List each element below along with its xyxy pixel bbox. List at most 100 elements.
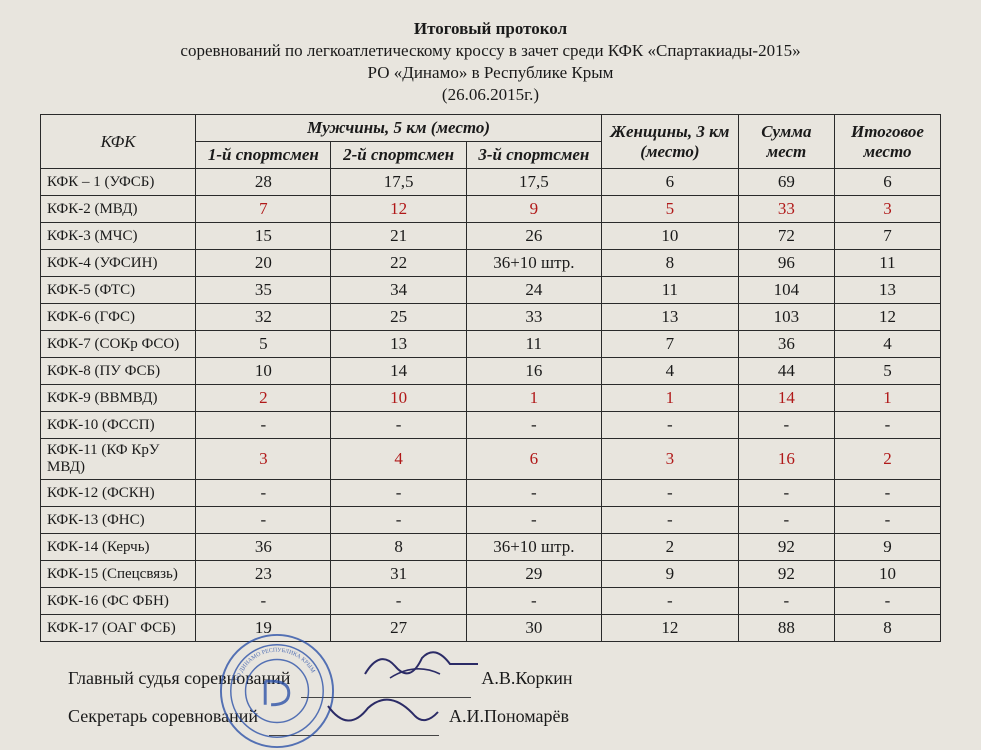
document-header: Итоговый протокол соревнований по легкоа…: [40, 18, 941, 106]
cell-org: КФК-7 (СОКр ФСО): [41, 331, 196, 358]
cell-org: КФК – 1 (УФСБ): [41, 169, 196, 196]
cell-org: КФК-6 (ГФС): [41, 304, 196, 331]
cell-m2: 13: [331, 331, 466, 358]
table-row: КФК-8 (ПУ ФСБ)1014164445: [41, 358, 941, 385]
table-row: КФК-13 (ФНС)------: [41, 507, 941, 534]
cell-org: КФК-5 (ФТС): [41, 277, 196, 304]
table-row: КФК-9 (ВВМВД)21011141: [41, 385, 941, 412]
cell-org: КФК-14 (Керчь): [41, 534, 196, 561]
cell-m1: -: [196, 588, 331, 615]
cell-m1: -: [196, 412, 331, 439]
judge-line: Главный судья соревнований А.В.Коркин: [68, 660, 941, 698]
cell-m1: 20: [196, 250, 331, 277]
cell-org: КФК-11 (КФ КрУ МВД): [41, 439, 196, 480]
cell-m1: 32: [196, 304, 331, 331]
cell-m1: -: [196, 507, 331, 534]
cell-tot: -: [834, 480, 940, 507]
secretary-sig-line: [269, 735, 439, 736]
cell-m3: 33: [466, 304, 601, 331]
judge-label: Главный судья соревнований: [68, 668, 290, 688]
col-org: КФК: [41, 115, 196, 169]
col-total: Итоговое место: [834, 115, 940, 169]
table-row: КФК-7 (СОКр ФСО)513117364: [41, 331, 941, 358]
cell-sum: 69: [738, 169, 834, 196]
cell-org: КФК-10 (ФССП): [41, 412, 196, 439]
cell-m2: 17,5: [331, 169, 466, 196]
cell-m2: 8: [331, 534, 466, 561]
cell-m1: -: [196, 480, 331, 507]
cell-tot: 5: [834, 358, 940, 385]
cell-sum: 96: [738, 250, 834, 277]
cell-sum: 103: [738, 304, 834, 331]
secretary-label: Секретарь соревнований: [68, 706, 258, 726]
cell-w: -: [601, 480, 738, 507]
col-m2: 2-й спортсмен: [331, 142, 466, 169]
cell-m1: 2: [196, 385, 331, 412]
cell-tot: 12: [834, 304, 940, 331]
cell-w: 13: [601, 304, 738, 331]
cell-sum: 44: [738, 358, 834, 385]
col-women: Женщины, 3 км (место): [601, 115, 738, 169]
cell-m3: 30: [466, 615, 601, 642]
cell-m3: 29: [466, 561, 601, 588]
cell-m1: 23: [196, 561, 331, 588]
cell-m3: 16: [466, 358, 601, 385]
cell-tot: 4: [834, 331, 940, 358]
table-row: КФК-16 (ФС ФБН)------: [41, 588, 941, 615]
col-men-group: Мужчины, 5 км (место): [196, 115, 602, 142]
cell-m3: 36+10 штр.: [466, 250, 601, 277]
cell-sum: 92: [738, 534, 834, 561]
cell-m2: 4: [331, 439, 466, 480]
cell-tot: 13: [834, 277, 940, 304]
cell-sum: 104: [738, 277, 834, 304]
document-sheet: Итоговый протокол соревнований по легкоа…: [0, 0, 981, 736]
cell-m3: -: [466, 507, 601, 534]
table-row: КФК-15 (Спецсвязь)23312999210: [41, 561, 941, 588]
cell-w: 8: [601, 250, 738, 277]
cell-tot: -: [834, 588, 940, 615]
cell-m3: 36+10 штр.: [466, 534, 601, 561]
cell-tot: 7: [834, 223, 940, 250]
cell-m1: 7: [196, 196, 331, 223]
cell-w: 12: [601, 615, 738, 642]
cell-sum: -: [738, 412, 834, 439]
cell-org: КФК-17 (ОАГ ФСБ): [41, 615, 196, 642]
cell-tot: 9: [834, 534, 940, 561]
table-row: КФК-3 (МЧС)15212610727: [41, 223, 941, 250]
cell-org: КФК-13 (ФНС): [41, 507, 196, 534]
table-row: КФК-2 (МВД)71295333: [41, 196, 941, 223]
cell-tot: 3: [834, 196, 940, 223]
cell-m2: -: [331, 412, 466, 439]
cell-m3: 26: [466, 223, 601, 250]
cell-sum: 14: [738, 385, 834, 412]
cell-sum: -: [738, 588, 834, 615]
cell-m2: -: [331, 507, 466, 534]
cell-w: 9: [601, 561, 738, 588]
cell-m1: 19: [196, 615, 331, 642]
cell-tot: 8: [834, 615, 940, 642]
judge-name: А.В.Коркин: [481, 668, 572, 688]
cell-m2: 22: [331, 250, 466, 277]
col-m3: 3-й спортсмен: [466, 142, 601, 169]
cell-org: КФК-15 (Спецсвязь): [41, 561, 196, 588]
table-row: КФК-12 (ФСКН)------: [41, 480, 941, 507]
cell-w: 1: [601, 385, 738, 412]
doc-subtitle-2: РО «Динамо» в Республике Крым: [40, 62, 941, 84]
cell-sum: 72: [738, 223, 834, 250]
table-row: КФК-14 (Керчь)36836+10 штр.2929: [41, 534, 941, 561]
cell-m3: -: [466, 588, 601, 615]
cell-m2: 25: [331, 304, 466, 331]
cell-m1: 10: [196, 358, 331, 385]
col-sum: Сумма мест: [738, 115, 834, 169]
table-row: КФК-4 (УФСИН)202236+10 штр.89611: [41, 250, 941, 277]
cell-m3: 6: [466, 439, 601, 480]
cell-m1: 28: [196, 169, 331, 196]
cell-org: КФК-4 (УФСИН): [41, 250, 196, 277]
cell-org: КФК-8 (ПУ ФСБ): [41, 358, 196, 385]
cell-m1: 35: [196, 277, 331, 304]
cell-sum: 36: [738, 331, 834, 358]
cell-w: -: [601, 507, 738, 534]
cell-w: 11: [601, 277, 738, 304]
cell-m1: 5: [196, 331, 331, 358]
cell-org: КФК-16 (ФС ФБН): [41, 588, 196, 615]
